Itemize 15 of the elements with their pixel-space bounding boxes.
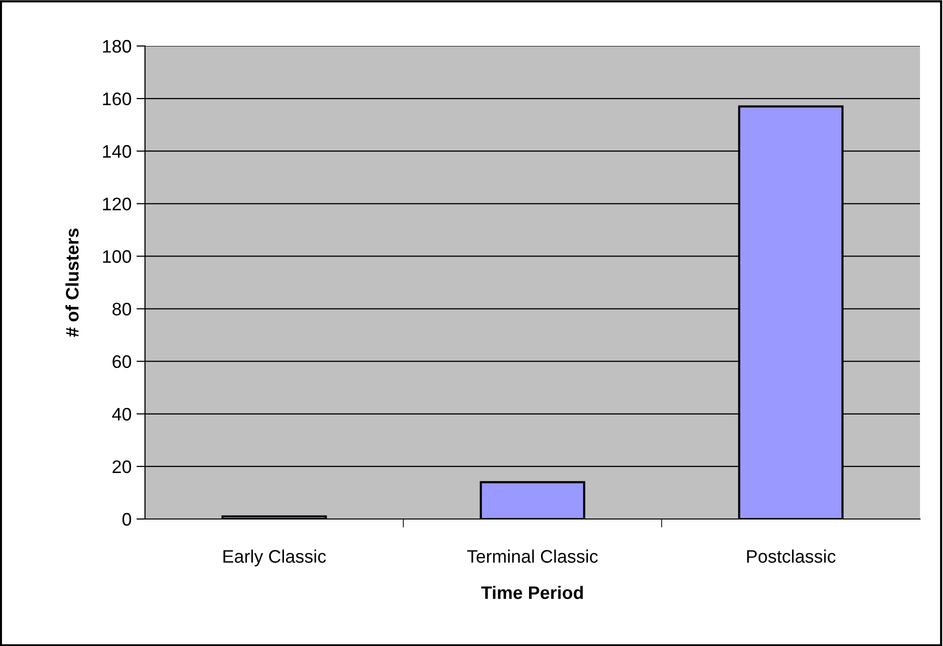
x-tick-label: Early Classic: [223, 550, 326, 566]
y-tick-label: 100: [103, 250, 132, 263]
y-tick-label: 180: [103, 40, 132, 53]
y-tick-label: 120: [103, 198, 132, 210]
y-tick-label: 140: [103, 145, 132, 158]
x-tick-label: Postclassic: [747, 550, 836, 563]
x-axis-title: Time Period: [481, 586, 583, 600]
y-tick-label: 60: [112, 355, 132, 368]
x-tick-label: Terminal Classic: [467, 550, 598, 563]
y-tick-label: 20: [112, 460, 132, 474]
y-axis-title: # of Clusters: [65, 228, 79, 337]
y-tick-label: 160: [103, 92, 132, 106]
y-tick-label: 80: [112, 302, 132, 316]
y-tick-label: 0: [122, 512, 132, 526]
y-tick-label: 40: [112, 408, 132, 421]
